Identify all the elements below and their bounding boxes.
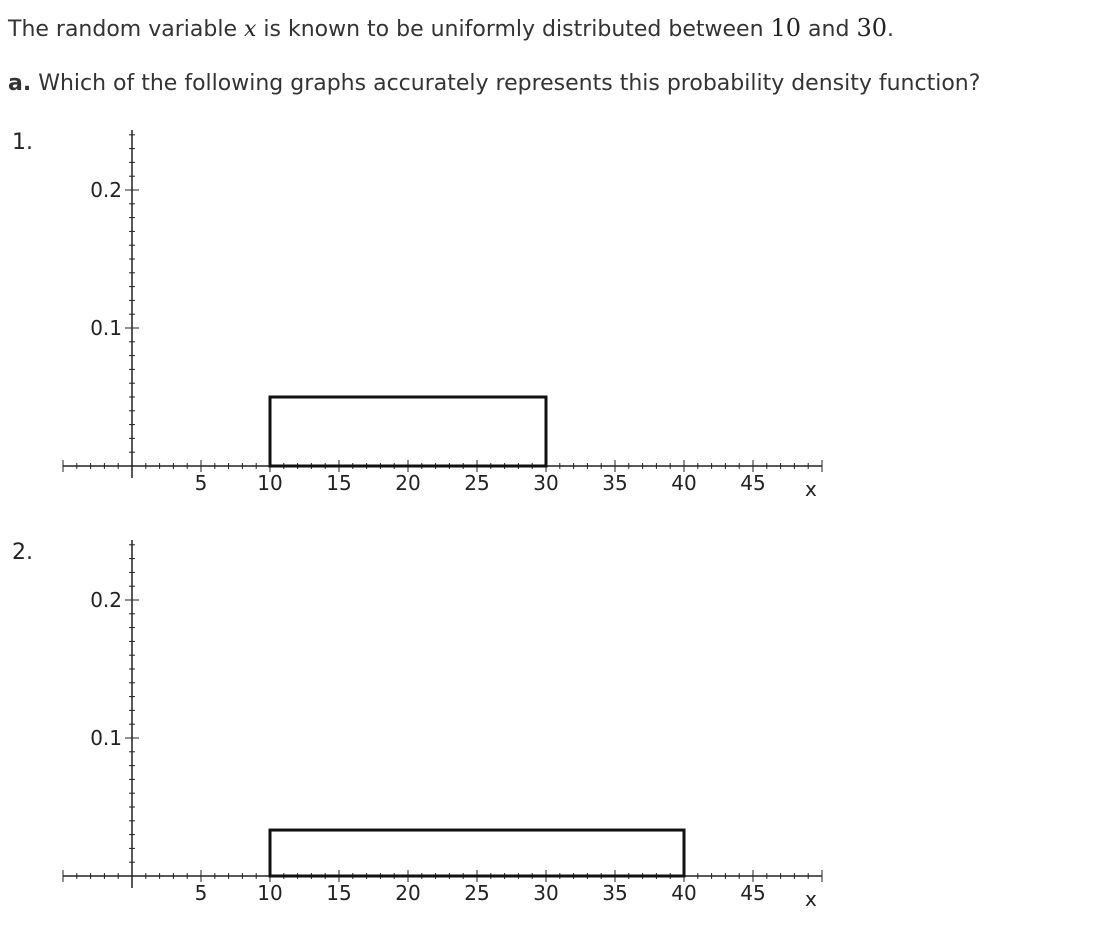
x-tick-label: 5: [195, 471, 208, 495]
x-tick-label: 45: [740, 471, 765, 495]
question-label: a.: [8, 71, 32, 96]
intro-text-mid: is known to be uniformly distributed bet…: [256, 17, 771, 42]
intro-text-end: .: [887, 17, 894, 42]
upper-bound: 30: [856, 14, 887, 42]
x-tick-label: 10: [257, 881, 282, 905]
y-tick-label: 0.1: [90, 726, 122, 750]
x-tick-label: 40: [671, 881, 696, 905]
density-rectangle: [268, 395, 548, 468]
x-axis-label: x: [805, 477, 817, 501]
x-tick-label: 35: [602, 471, 627, 495]
lower-bound: 10: [770, 14, 802, 42]
y-tick-label: 0.2: [90, 178, 122, 202]
x-tick-label: 15: [326, 881, 351, 905]
x-tick-label: 15: [326, 471, 351, 495]
y-tick-label: 0.2: [90, 588, 122, 612]
question-a: a. Which of the following graphs accurat…: [8, 68, 980, 100]
x-tick-label: 35: [602, 881, 627, 905]
intro-text-before: The random variable: [8, 17, 244, 42]
variable-x: x: [243, 17, 257, 42]
problem-statement: The random variable x is known to be uni…: [8, 12, 894, 46]
y-tick-label: 0.1: [90, 316, 122, 340]
x-tick-label: 30: [533, 881, 558, 905]
question-text: Which of the following graphs accurately…: [31, 71, 981, 96]
x-tick-label: 20: [395, 881, 420, 905]
x-tick-label: 40: [671, 471, 696, 495]
x-tick-label: 10: [257, 471, 282, 495]
option-1-number[interactable]: 1.: [12, 130, 33, 155]
x-tick-label: 45: [740, 881, 765, 905]
x-tick-label: 25: [464, 471, 489, 495]
x-axis-label: x: [805, 887, 817, 911]
x-tick-label: 30: [533, 471, 558, 495]
intro-text-and: and: [801, 17, 857, 42]
x-tick-label: 25: [464, 881, 489, 905]
density-rectangle: [268, 828, 686, 878]
x-tick-label: 20: [395, 471, 420, 495]
option-2-number[interactable]: 2.: [12, 540, 33, 565]
x-tick-label: 5: [195, 881, 208, 905]
